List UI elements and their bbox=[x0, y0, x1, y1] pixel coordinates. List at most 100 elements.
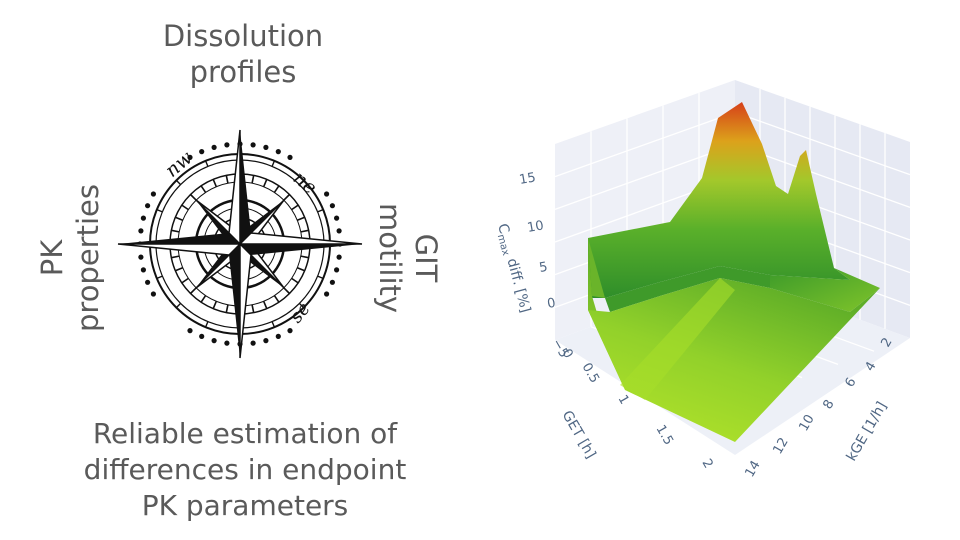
compass-tick bbox=[283, 287, 291, 295]
label-pk-properties: PK properties bbox=[30, 183, 110, 333]
compass-tick bbox=[251, 304, 255, 313]
label-dissolution-profiles: Dissolution profiles bbox=[143, 18, 343, 90]
z-axis-title: Cmax diff. [%] bbox=[492, 222, 533, 315]
x-tick-2: 2 bbox=[699, 457, 716, 472]
label-bottom-line3: PK parameters bbox=[141, 489, 349, 522]
compass-dot bbox=[336, 254, 342, 260]
compass-rose-icon: nw ne sw se bbox=[117, 129, 363, 359]
y-tick-14: 14 bbox=[742, 458, 763, 480]
compass-dot bbox=[336, 228, 342, 234]
compass-dot bbox=[150, 291, 156, 297]
label-dissolution-line1: Dissolution bbox=[162, 19, 324, 53]
grid-line-right-h bbox=[734, 111, 911, 176]
grid-line-left-h bbox=[554, 111, 736, 178]
x-tick-1: 1 bbox=[615, 393, 632, 408]
compass-tick-outer bbox=[317, 208, 324, 213]
compass-tick bbox=[273, 295, 280, 303]
compass-tick bbox=[212, 300, 218, 310]
compass-tick-outer bbox=[271, 321, 276, 328]
compass-dot bbox=[275, 333, 281, 339]
compass-tick-outer bbox=[175, 302, 182, 309]
compass-dot bbox=[138, 254, 144, 260]
label-reliable-estimation: Reliable estimation of differences in en… bbox=[70, 416, 420, 524]
z-tick-0: 0 bbox=[546, 296, 557, 312]
compass-tick bbox=[189, 287, 197, 295]
compass-tick bbox=[296, 266, 306, 272]
compass-tick bbox=[225, 175, 229, 184]
compass-tick bbox=[291, 204, 299, 211]
compass-tick bbox=[262, 300, 268, 310]
compass-tick bbox=[174, 216, 184, 222]
z-tick-10: 10 bbox=[526, 218, 545, 236]
compass-tick bbox=[225, 304, 229, 313]
compass-dot bbox=[140, 267, 146, 273]
label-git-line2: motility bbox=[373, 202, 407, 314]
compass-dot bbox=[334, 215, 340, 221]
compass-dot bbox=[324, 191, 330, 197]
compass-dot bbox=[187, 328, 193, 334]
compass-tick-outer bbox=[156, 208, 163, 213]
surface-plot[interactable]: 15 10 5 0 −5 Cmax diff. [%] 0 0.5 1 1.5 … bbox=[470, 60, 930, 500]
compass-tick bbox=[291, 277, 299, 284]
compass-dot bbox=[199, 333, 205, 339]
compass-tick bbox=[212, 178, 218, 188]
compass-dot bbox=[224, 142, 230, 148]
compass-dot bbox=[211, 144, 217, 150]
label-pk-line1: PK bbox=[35, 239, 69, 277]
y-tick-6: 6 bbox=[842, 375, 859, 390]
z-tick-5: 5 bbox=[538, 260, 549, 276]
compass-dot bbox=[211, 338, 217, 344]
compass-dot bbox=[287, 154, 293, 160]
compass-dot bbox=[145, 203, 151, 209]
z-tick-15: 15 bbox=[518, 170, 537, 188]
compass-tick bbox=[171, 255, 180, 259]
compass-tick bbox=[171, 229, 180, 233]
compass-tick bbox=[181, 277, 189, 284]
compass-dot bbox=[324, 291, 330, 297]
compass-tick bbox=[174, 266, 184, 272]
compass-dot bbox=[334, 267, 340, 273]
compass-tick-outer bbox=[156, 275, 163, 280]
compass-dot bbox=[250, 142, 256, 148]
compass-dot bbox=[329, 203, 335, 209]
compass-tick bbox=[181, 204, 189, 211]
label-bottom-line2: differences in endpoint bbox=[83, 453, 407, 486]
compass-tick-outer bbox=[204, 160, 209, 167]
compass-dot bbox=[263, 338, 269, 344]
compass-dot bbox=[329, 279, 335, 285]
compass-tick bbox=[200, 295, 207, 303]
compass-tick bbox=[189, 193, 197, 201]
x-axis-title: GET [h] bbox=[559, 408, 599, 461]
compass-dot bbox=[275, 149, 281, 155]
compass-dot bbox=[224, 340, 230, 346]
compass-dot bbox=[250, 340, 256, 346]
compass-tick-outer bbox=[204, 321, 209, 328]
compass-tick bbox=[251, 175, 255, 184]
x-tick-1.5: 1.5 bbox=[653, 423, 676, 448]
label-pk-line2: properties bbox=[71, 184, 105, 332]
compass-star-major bbox=[117, 129, 363, 359]
y-axis-title: kGE [1/h] bbox=[844, 399, 891, 464]
y-tick-12: 12 bbox=[770, 435, 791, 457]
label-bottom-line1: Reliable estimation of bbox=[92, 417, 398, 450]
compass-dot bbox=[138, 228, 144, 234]
compass-dot bbox=[145, 279, 151, 285]
compass-label-nw: nw bbox=[161, 147, 197, 182]
label-git-motility: GIT motility bbox=[368, 183, 448, 333]
compass-tick bbox=[273, 185, 280, 193]
compass-tick bbox=[283, 193, 291, 201]
label-dissolution-line2: profiles bbox=[189, 55, 297, 89]
surface-mesh bbox=[588, 102, 880, 442]
compass-label-se: se bbox=[286, 298, 315, 327]
compass-tick-outer bbox=[298, 302, 305, 309]
compass-dot bbox=[150, 191, 156, 197]
compass-dot bbox=[187, 154, 193, 160]
compass-dot-ring bbox=[137, 141, 343, 347]
label-git-line1: GIT bbox=[409, 233, 443, 283]
compass-tick-outer bbox=[175, 179, 182, 186]
compass-dot bbox=[140, 215, 146, 221]
compass-tick bbox=[262, 178, 268, 188]
compass-tick bbox=[296, 216, 306, 222]
grid-line-left-h bbox=[554, 144, 736, 210]
compass-dot bbox=[287, 328, 293, 334]
